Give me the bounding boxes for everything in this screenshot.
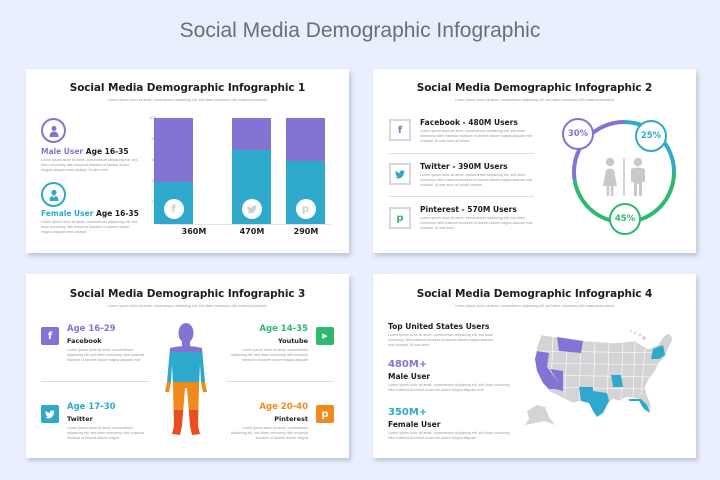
female-user-label: Female User bbox=[388, 420, 441, 429]
slide-3[interactable]: Social Media Demographic Infographic 3 L… bbox=[26, 274, 349, 458]
top-users-text: Lorem ipsum dolor sit amet, consectetuer… bbox=[388, 333, 494, 347]
person-silhouette-icon bbox=[165, 323, 207, 435]
y-tick: 20 bbox=[144, 199, 156, 204]
top-users-heading: Top United States Users bbox=[388, 322, 490, 331]
male-user-label-colored: Male User bbox=[41, 147, 84, 156]
y-tick: 100 bbox=[149, 115, 156, 120]
divider bbox=[226, 381, 334, 382]
female-user-text: Lorem ipsum dolor sit amet, consectetuer… bbox=[41, 220, 138, 234]
youtube-network: Youtube bbox=[278, 337, 308, 345]
facebook-icon: f bbox=[389, 119, 411, 141]
pinterest-network: Pinterest bbox=[274, 415, 308, 423]
pinterest-heading: Pinterest - 570M Users bbox=[420, 205, 517, 214]
male-user-text: Lorem ipsum dolor sit amet, consectetuer… bbox=[388, 383, 510, 392]
youtube-text: Lorem ipsum dolor sit amet, consectetuer… bbox=[230, 348, 308, 362]
bar-value-pinterest: 290M bbox=[293, 227, 319, 236]
male-user-age: Age 16-35 bbox=[85, 147, 129, 156]
slide-subtitle: Lorem ipsum dolor sit amet, consectetuer… bbox=[455, 98, 614, 102]
female-user-value: 350M+ bbox=[388, 407, 428, 418]
page-title: Social Media Demographic Infographic bbox=[179, 19, 541, 42]
male-user-label: Male User bbox=[388, 372, 431, 381]
facebook-icon: f bbox=[41, 327, 59, 345]
divider bbox=[41, 381, 149, 382]
slide-subtitle: Lorem ipsum dolor sit amet, consectetuer… bbox=[455, 304, 614, 308]
twitter-text: Lorem ipsum dolor sit amet, consectetuer… bbox=[420, 173, 533, 187]
bar-segment-male bbox=[154, 118, 193, 182]
divider bbox=[389, 153, 534, 154]
pinterest-icon: p bbox=[316, 405, 334, 423]
bar-pinterest[interactable]: p bbox=[286, 118, 325, 224]
y-tick: 40 bbox=[144, 178, 156, 183]
bar-segment-male bbox=[232, 118, 271, 150]
slide-4[interactable]: Social Media Demographic Infographic 4 L… bbox=[373, 274, 696, 458]
y-tick: 80 bbox=[144, 136, 156, 141]
male-user-icon bbox=[41, 118, 66, 143]
slide-subtitle: Lorem ipsum dolor sit amet, consectetuer… bbox=[108, 304, 267, 308]
twitter-age: Age 17-30 bbox=[67, 402, 116, 412]
youtube-age: Age 14-35 bbox=[259, 324, 308, 334]
female-user-icon bbox=[41, 182, 66, 207]
bar-twitter[interactable] bbox=[232, 118, 271, 224]
slide-title: Social Media Demographic Infographic 3 bbox=[69, 288, 306, 300]
pinterest-age: Age 20-40 bbox=[259, 402, 308, 412]
facebook-network: Facebook bbox=[67, 337, 102, 345]
twitter-icon bbox=[41, 405, 59, 423]
female-user-age: Age 16-35 bbox=[96, 209, 139, 218]
slide-subtitle: Lorem ipsum dolor sit amet, consectetuer… bbox=[108, 98, 267, 102]
slide-title: Social Media Demographic Infographic 2 bbox=[416, 82, 653, 94]
male-user-label: Male User Age 16-35 bbox=[41, 147, 129, 156]
slide-title: Social Media Demographic Infographic 1 bbox=[69, 82, 306, 94]
bar-facebook[interactable]: f bbox=[154, 118, 193, 224]
twitter-text: Lorem ipsum dolor sit amet, consectetuer… bbox=[67, 426, 145, 440]
female-user-label: Female User Age 16-35 bbox=[41, 209, 139, 218]
divider bbox=[389, 196, 534, 197]
slide-2[interactable]: Social Media Demographic Infographic 2 L… bbox=[373, 69, 696, 253]
slide-1[interactable]: Social Media Demographic Infographic 1 L… bbox=[26, 69, 349, 253]
youtube-icon: ▶ bbox=[316, 327, 334, 345]
slide-title: Social Media Demographic Infographic 4 bbox=[416, 288, 653, 300]
facebook-heading: Facebook - 480M Users bbox=[420, 118, 518, 127]
twitter-network: Twitter bbox=[67, 415, 93, 423]
pct-bubble-30: 30% bbox=[562, 118, 594, 150]
pinterest-text: Lorem ipsum dolor sit amet, consectetuer… bbox=[230, 426, 308, 440]
restroom-people-icon bbox=[603, 157, 645, 196]
pct-bubble-45: 45% bbox=[609, 203, 641, 235]
bar-segment-male bbox=[286, 118, 325, 161]
twitter-icon bbox=[241, 199, 262, 219]
pct-bubble-25: 25% bbox=[635, 120, 667, 152]
twitter-heading: Twitter - 390M Users bbox=[420, 162, 508, 171]
female-user-label-colored: Female User bbox=[41, 209, 94, 218]
pinterest-icon: p bbox=[295, 199, 316, 219]
twitter-icon bbox=[389, 163, 411, 185]
pinterest-icon: p bbox=[389, 207, 411, 229]
y-tick: 60 bbox=[144, 157, 156, 162]
x-axis-line bbox=[159, 224, 331, 225]
facebook-text: Lorem ipsum dolor sit amet, consectetuer… bbox=[420, 129, 533, 143]
facebook-icon: f bbox=[163, 199, 184, 219]
facebook-text: Lorem ipsum dolor sit amet, consectetuer… bbox=[67, 348, 145, 362]
female-user-text: Lorem ipsum dolor sit amet, consectetuer… bbox=[388, 431, 510, 440]
bar-value-facebook: 360M bbox=[181, 227, 207, 236]
male-user-text: Lorem ipsum dolor sit amet, consectetuer… bbox=[41, 158, 138, 172]
facebook-age: Age 16-29 bbox=[67, 324, 116, 334]
us-map-icon bbox=[525, 330, 674, 425]
pinterest-text: Lorem ipsum dolor sit amet, consectetuer… bbox=[420, 216, 533, 230]
male-user-value: 480M+ bbox=[388, 359, 428, 370]
bar-value-twitter: 470M bbox=[239, 227, 265, 236]
